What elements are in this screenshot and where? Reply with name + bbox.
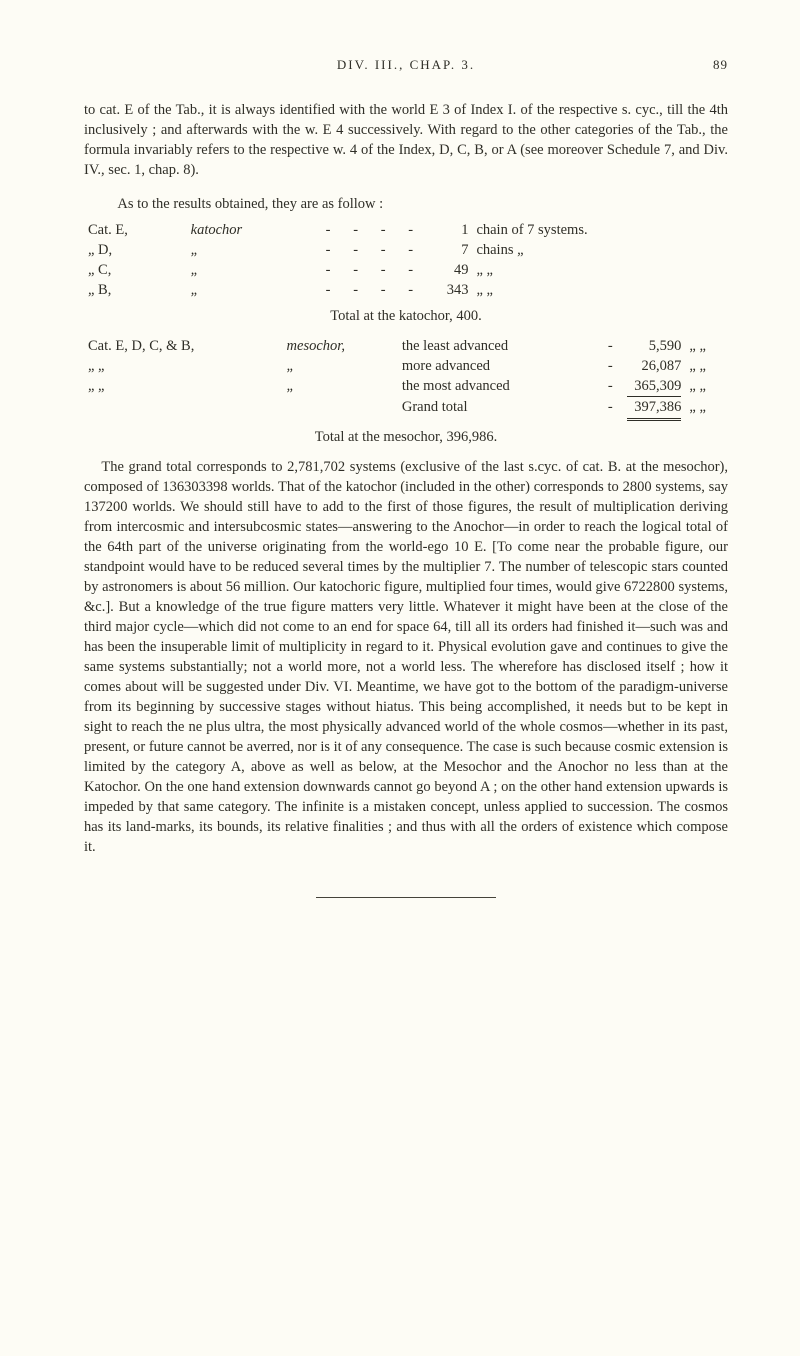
head-page: 89 (513, 56, 728, 74)
cell-dash: - (342, 260, 370, 280)
cell-dash: - (599, 336, 621, 356)
table-row: „ „„more advanced-26,087„ „ (84, 356, 728, 376)
katochor-total: Total at the katochor, 400. (84, 306, 728, 326)
cell-dash: - (599, 376, 621, 397)
table-row-grand: Grand total-397,386„ „ (84, 397, 728, 421)
cell-tail: „ „ (685, 397, 728, 421)
cell-lead: „ „ (84, 376, 283, 397)
cell-n: 365,309 (621, 376, 685, 397)
cell-dash: - (342, 220, 370, 240)
table-row: Cat. E,katochor----1chain of 7 systems. (84, 220, 728, 240)
cell-label: „ B, (84, 280, 187, 300)
foot-rule (316, 897, 496, 898)
cell-dash: - (369, 280, 397, 300)
cell-n: 49 (424, 260, 472, 280)
mesochor-total: Total at the mesochor, 396,986. (84, 427, 728, 447)
cell-n: 7 (424, 240, 472, 260)
cell-kind: „ (283, 356, 398, 376)
para-1b: As to the results obtained, they are as … (100, 194, 728, 214)
cell-dash: - (314, 220, 342, 240)
table-row: „ C,„----49„ „ (84, 260, 728, 280)
cell-kind: „ (283, 376, 398, 397)
table-row: „ D,„----7chains „ (84, 240, 728, 260)
cell-item: „ (187, 240, 315, 260)
para-1: to cat. E of the Tab., it is always iden… (84, 100, 728, 180)
cell-dash: - (342, 280, 370, 300)
cell-dash: - (599, 356, 621, 376)
katochor-table: Cat. E,katochor----1chain of 7 systems.„… (84, 220, 728, 300)
mesochor-table: Cat. E, D, C, & B,mesochor,the least adv… (84, 336, 728, 421)
cell-grand-n: 397,386 (621, 397, 685, 421)
cell-item: „ (187, 280, 315, 300)
cell-tail: „ „ (472, 280, 728, 300)
cell-tail: „ „ (685, 356, 728, 376)
cell-n: 343 (424, 280, 472, 300)
table-row: „ „„the most advanced-365,309„ „ (84, 376, 728, 397)
cell-tail: „ „ (685, 376, 728, 397)
table-row: Cat. E, D, C, & B,mesochor,the least adv… (84, 336, 728, 356)
table-row: „ B,„----343„ „ (84, 280, 728, 300)
cell-dash: - (342, 240, 370, 260)
cell-tail: chains „ (472, 240, 728, 260)
cell-dash: - (314, 260, 342, 280)
cell-tail: „ „ (472, 260, 728, 280)
cell-item: katochor (187, 220, 315, 240)
cell-dash: - (314, 240, 342, 260)
cell-label: „ C, (84, 260, 187, 280)
head-center: DIV. III., CHAP. 3. (299, 56, 514, 74)
cell-label: „ D, (84, 240, 187, 260)
cell-desc: the least advanced (398, 336, 599, 356)
cell-dash: - (369, 220, 397, 240)
cell-lead: Cat. E, D, C, & B, (84, 336, 283, 356)
cell-item: „ (187, 260, 315, 280)
cell-n: 1 (424, 220, 472, 240)
cell-dash: - (397, 240, 425, 260)
cell-dash: - (397, 260, 425, 280)
cell-dash: - (314, 280, 342, 300)
cell-dash: - (397, 220, 425, 240)
cell-label: Cat. E, (84, 220, 187, 240)
head-left (84, 56, 299, 74)
cell-kind: mesochor, (283, 336, 398, 356)
cell-tail: „ „ (685, 336, 728, 356)
cell-desc: the most advanced (398, 376, 599, 397)
cell-dash: - (599, 397, 621, 421)
cell-dash: - (369, 260, 397, 280)
cell-tail: chain of 7 systems. (472, 220, 728, 240)
cell-desc: more advanced (398, 356, 599, 376)
running-head: DIV. III., CHAP. 3. 89 (84, 56, 728, 74)
cell-n: 26,087 (621, 356, 685, 376)
cell-dash: - (369, 240, 397, 260)
cell-n: 5,590 (621, 336, 685, 356)
cell-lead: „ „ (84, 356, 283, 376)
cell-grand-label: Grand total (398, 397, 599, 421)
para-2: The grand total corresponds to 2,781,702… (84, 457, 728, 857)
cell-dash: - (397, 280, 425, 300)
